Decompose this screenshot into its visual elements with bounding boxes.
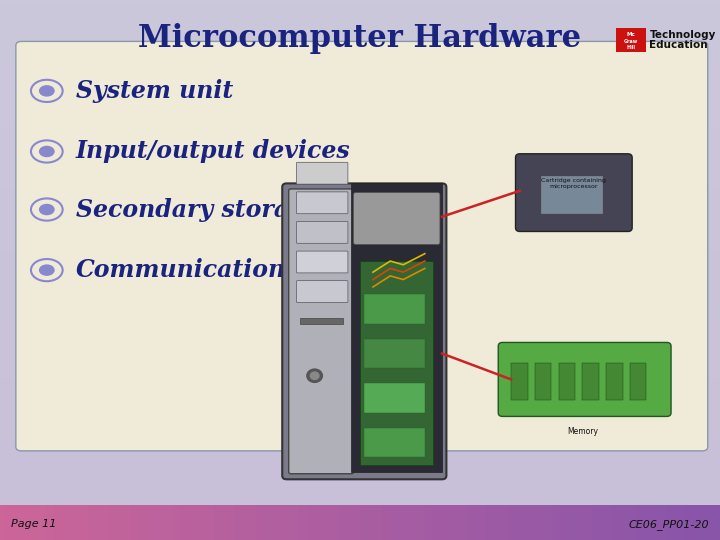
Bar bbox=[559, 363, 575, 400]
FancyBboxPatch shape bbox=[297, 221, 348, 244]
Text: System unit: System unit bbox=[76, 79, 233, 103]
Circle shape bbox=[310, 372, 319, 380]
Text: Microcomputer Hardware: Microcomputer Hardware bbox=[138, 23, 582, 53]
Text: Communications: Communications bbox=[76, 258, 299, 282]
FancyBboxPatch shape bbox=[297, 163, 348, 184]
Bar bbox=[511, 363, 528, 400]
FancyBboxPatch shape bbox=[297, 192, 348, 214]
Text: Education: Education bbox=[649, 40, 708, 50]
Text: Graw: Graw bbox=[624, 38, 638, 44]
Text: Cartridge containing
microprocessor: Cartridge containing microprocessor bbox=[541, 178, 606, 189]
Bar bbox=[616, 28, 646, 52]
Bar bbox=[364, 339, 425, 368]
FancyBboxPatch shape bbox=[289, 189, 354, 474]
Bar bbox=[300, 319, 343, 324]
Text: Page 11: Page 11 bbox=[11, 519, 56, 529]
Circle shape bbox=[40, 265, 54, 275]
Bar bbox=[541, 176, 602, 213]
FancyBboxPatch shape bbox=[354, 193, 440, 245]
Text: Mc: Mc bbox=[626, 32, 635, 37]
Bar bbox=[582, 363, 599, 400]
Text: Memory: Memory bbox=[567, 427, 598, 436]
FancyBboxPatch shape bbox=[498, 342, 671, 416]
FancyBboxPatch shape bbox=[297, 281, 348, 302]
Circle shape bbox=[40, 146, 54, 157]
Bar bbox=[535, 363, 552, 400]
Circle shape bbox=[307, 369, 323, 382]
Circle shape bbox=[40, 86, 54, 96]
Circle shape bbox=[40, 205, 54, 214]
Bar bbox=[606, 363, 623, 400]
FancyBboxPatch shape bbox=[516, 154, 632, 232]
Bar bbox=[364, 428, 425, 457]
Bar bbox=[351, 184, 442, 472]
FancyBboxPatch shape bbox=[16, 42, 708, 451]
Text: Hill: Hill bbox=[626, 45, 635, 50]
FancyBboxPatch shape bbox=[297, 251, 348, 273]
Text: CE06_PP01-20: CE06_PP01-20 bbox=[629, 519, 709, 530]
Bar bbox=[364, 294, 425, 324]
FancyBboxPatch shape bbox=[282, 184, 446, 480]
Text: Input/output devices: Input/output devices bbox=[76, 139, 350, 164]
Bar bbox=[364, 383, 425, 413]
Bar bbox=[360, 261, 433, 464]
Text: Technology: Technology bbox=[649, 30, 716, 39]
Text: Secondary storage: Secondary storage bbox=[76, 198, 320, 221]
Bar bbox=[630, 363, 647, 400]
